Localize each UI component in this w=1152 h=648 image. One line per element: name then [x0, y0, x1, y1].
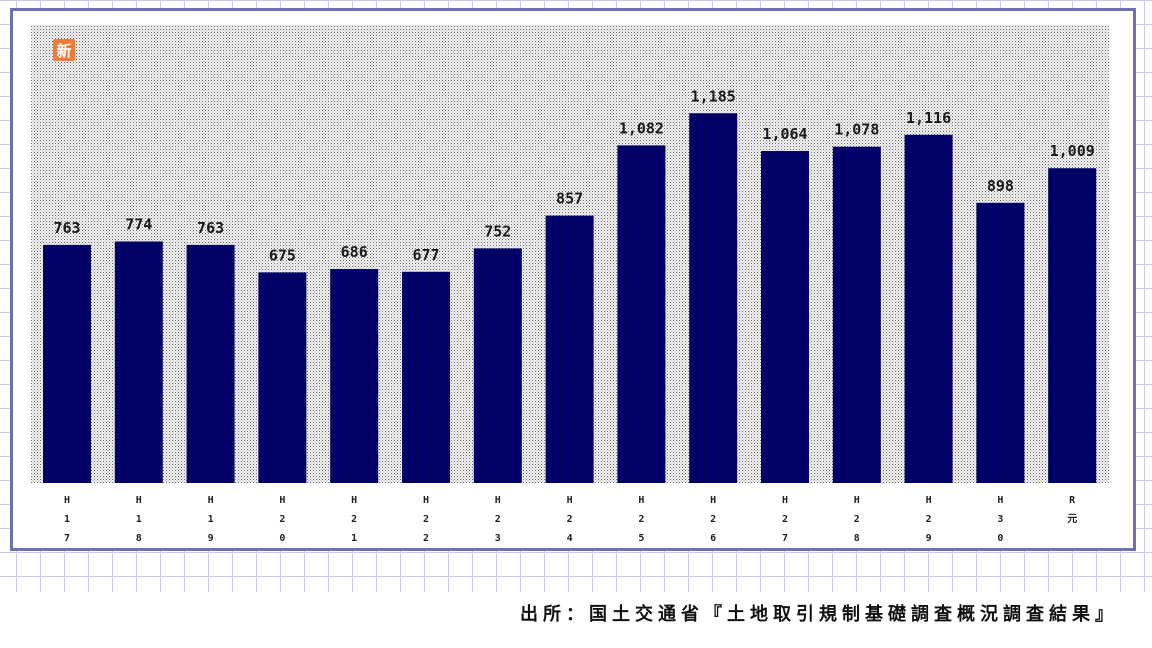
bar-2 — [186, 244, 235, 483]
value-label-9: 1,185 — [691, 87, 736, 105]
bar-11 — [832, 146, 881, 483]
value-label-2: 763 — [197, 219, 224, 237]
value-label-4: 686 — [341, 243, 368, 261]
value-label-10: 1,064 — [762, 125, 807, 143]
bar-chart: 新 763 774 763 675 686 677 752 857 1,082 1,185 1,06… — [31, 25, 1109, 544]
bar-0 — [43, 244, 91, 483]
badge-background — [53, 39, 75, 61]
value-label-6: 752 — [484, 222, 511, 240]
bar-12 — [904, 134, 953, 484]
value-label-3: 675 — [269, 246, 296, 264]
bar-8 — [617, 145, 666, 483]
value-label-1: 774 — [125, 216, 152, 234]
source-caption: 出所：国土交通省『土地取引規制基礎調査概況調査結果』 — [520, 604, 1118, 625]
bar-13 — [976, 202, 1025, 484]
value-labels-group: 763 774 763 675 686 677 752 857 1,082 1,185 1,064 1… — [53, 87, 1094, 264]
value-label-11: 1,078 — [834, 121, 879, 139]
value-label-5: 677 — [412, 246, 439, 264]
chart-frame: 新 763 774 763 675 686 677 752 857 1,082 1,185 1,06… — [10, 8, 1136, 551]
value-label-7: 857 — [556, 190, 583, 208]
badge-label: 新 — [56, 42, 71, 60]
bar-4 — [330, 269, 379, 483]
new-badge: 新 — [53, 39, 75, 61]
value-label-0: 763 — [53, 219, 80, 237]
bar-9 — [689, 113, 738, 484]
bar-7 — [545, 215, 594, 483]
bar-5 — [402, 271, 450, 483]
value-label-13: 898 — [987, 177, 1014, 195]
source-strip: 出所：国土交通省『土地取引規制基礎調査概況調査結果』 — [0, 592, 1152, 648]
bar-1 — [114, 241, 163, 483]
bar-10 — [761, 151, 809, 483]
bar-3 — [258, 272, 307, 483]
value-label-14: 1,009 — [1050, 142, 1095, 160]
value-label-8: 1,082 — [619, 119, 664, 137]
bar-6 — [473, 248, 522, 483]
bars-group — [43, 113, 1097, 484]
bar-14 — [1048, 168, 1097, 483]
tick-labels-group: H 1 7 H 1 8 H 1 9 H 2 0 H 2 1 H 2 2 H 2 3 H 2 4 H 2 5 H 2 6 H 2 7 H 2 8 H 2 9 H… — [64, 495, 1077, 544]
value-label-12: 1,116 — [906, 109, 951, 127]
